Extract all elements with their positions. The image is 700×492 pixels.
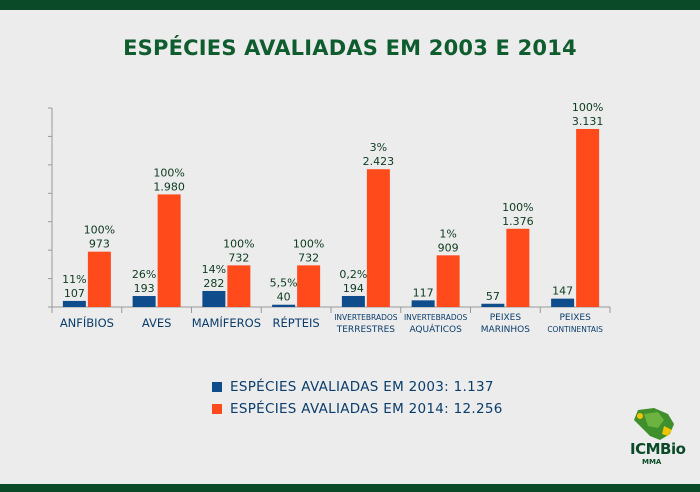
bar-2014-2 bbox=[227, 265, 251, 307]
category-label-7-0: PEIXES bbox=[559, 313, 591, 323]
pct-label-2003-1: 26% bbox=[132, 268, 156, 281]
pct-label-2014-0: 100% bbox=[84, 224, 115, 237]
value-label-2003-1: 193 bbox=[134, 282, 155, 295]
value-label-2003-4: 194 bbox=[343, 282, 364, 295]
category-label-6-0: PEIXES bbox=[490, 313, 522, 323]
icmbio-logo-icon bbox=[634, 408, 674, 440]
bottom-band bbox=[0, 484, 700, 492]
legend-swatch-2014 bbox=[212, 404, 222, 414]
value-label-2014-0: 973 bbox=[89, 238, 110, 251]
bar-2014-7 bbox=[576, 128, 600, 307]
bar-2014-6 bbox=[506, 228, 530, 307]
legend-swatch-2003 bbox=[212, 382, 222, 392]
value-label-2003-7: 147 bbox=[552, 285, 573, 298]
pct-label-2014-1: 100% bbox=[153, 166, 184, 179]
chart-title: ESPÉCIES AVALIADAS EM 2003 E 2014 bbox=[123, 36, 577, 60]
value-label-2014-3: 732 bbox=[298, 251, 319, 264]
bar-2003-1 bbox=[132, 296, 156, 307]
value-label-2014-2: 732 bbox=[228, 251, 249, 264]
bar-2003-0 bbox=[62, 300, 86, 307]
bar-2003-4 bbox=[341, 295, 365, 307]
pct-label-2003-3: 5,5% bbox=[270, 277, 298, 290]
value-label-2014-5: 909 bbox=[438, 241, 459, 254]
pct-label-2014-6: 100% bbox=[502, 201, 533, 214]
bar-2014-3 bbox=[297, 265, 321, 307]
value-label-2003-2: 282 bbox=[203, 277, 224, 290]
bar-2014-0 bbox=[87, 251, 111, 307]
pct-label-2003-2: 14% bbox=[202, 263, 226, 276]
value-label-2003-3: 40 bbox=[277, 291, 291, 304]
category-label-1: AVES bbox=[142, 316, 172, 330]
top-band bbox=[0, 0, 700, 10]
pct-label-2014-5: 1% bbox=[439, 227, 456, 240]
pct-label-2014-2: 100% bbox=[223, 237, 254, 250]
legend-label-2003: ESPÉCIES AVALIADAS EM 2003: 1.137 bbox=[230, 379, 494, 395]
bar-2014-1 bbox=[157, 194, 181, 307]
value-label-2003-6: 57 bbox=[486, 290, 500, 303]
bar-2003-2 bbox=[202, 290, 226, 307]
category-label-7-1: CONTINENTAIS bbox=[547, 325, 603, 334]
value-label-2003-5: 117 bbox=[413, 286, 434, 299]
category-label-4-1: TERRESTRES bbox=[336, 325, 396, 335]
value-label-2003-0: 107 bbox=[64, 287, 85, 300]
pct-label-2014-4: 3% bbox=[370, 141, 387, 154]
category-label-5-1: AQUÁTICOS bbox=[409, 323, 462, 335]
category-label-3: RÉPTEIS bbox=[273, 315, 320, 330]
value-label-2014-1: 1.980 bbox=[153, 180, 185, 193]
bar-2003-5 bbox=[411, 300, 435, 307]
value-label-2014-6: 1.376 bbox=[502, 215, 534, 228]
legend-item-2014: ESPÉCIES AVALIADAS EM 2014: 12.256 bbox=[212, 398, 503, 420]
category-label-4-0: INVERTEBRADOS bbox=[334, 313, 398, 322]
pct-label-2014-7: 100% bbox=[572, 101, 603, 114]
bar-2014-4 bbox=[366, 169, 390, 307]
bar-2003-3 bbox=[272, 304, 296, 307]
category-label-2: MAMÍFEROS bbox=[192, 315, 261, 330]
category-label-5-0: INVERTEBRADOS bbox=[404, 313, 468, 322]
legend-label-2014: ESPÉCIES AVALIADAS EM 2014: 12.256 bbox=[230, 401, 503, 417]
value-label-2014-7: 3.131 bbox=[572, 115, 604, 128]
value-label-2014-4: 2.423 bbox=[363, 155, 395, 168]
logo-sub: MMA bbox=[642, 458, 662, 466]
category-label-6-1: MARINHOS bbox=[481, 325, 530, 335]
pct-label-2003-0: 11% bbox=[62, 273, 86, 286]
category-label-0: ANFÍBIOS bbox=[60, 315, 114, 330]
pct-label-2003-4: 0,2% bbox=[339, 268, 367, 281]
bar-2014-5 bbox=[436, 255, 460, 307]
legend-item-2003: ESPÉCIES AVALIADAS EM 2003: 1.137 bbox=[212, 376, 503, 398]
bar-2003-7 bbox=[551, 298, 575, 307]
logo-name: ICMBio bbox=[630, 440, 686, 458]
legend: ESPÉCIES AVALIADAS EM 2003: 1.137 ESPÉCI… bbox=[212, 376, 503, 420]
bar-2003-6 bbox=[481, 303, 505, 307]
pct-label-2014-3: 100% bbox=[293, 237, 324, 250]
